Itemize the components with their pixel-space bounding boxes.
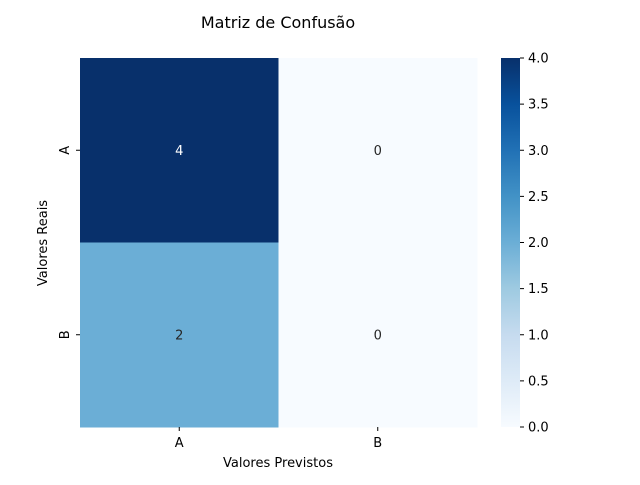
y-tick-label-B: B (58, 330, 73, 339)
colorbar-tick-label-1.5: 1.5 (528, 282, 549, 297)
colorbar-tick-label-0.5: 0.5 (528, 374, 549, 389)
colorbar-tick-label-1.0: 1.0 (528, 328, 549, 343)
colorbar: 0.0 0.5 1.0 1.5 2.0 2.5 3.0 3.5 4.0 (501, 52, 549, 436)
chart-title: Matriz de Confusão (201, 13, 355, 32)
cell-value-A-B: 0 (374, 144, 382, 159)
colorbar-tick-label-4.0: 4.0 (528, 52, 549, 67)
heatmap-cell-A-A (80, 58, 279, 243)
colorbar-tick-label-2.5: 2.5 (528, 190, 549, 205)
heatmap-cell-B-B (278, 242, 478, 428)
heatmap-cells (80, 58, 478, 428)
heatmap-annotations: 4 0 2 0 (175, 144, 382, 344)
colorbar-gradient (501, 58, 520, 427)
heatmap-cell-A-B (278, 58, 478, 243)
x-tick-label-A: A (175, 436, 184, 451)
cell-value-A-A: 4 (175, 144, 183, 159)
colorbar-tick-label-0.0: 0.0 (528, 421, 549, 436)
heatmap-cell-B-A (80, 242, 279, 428)
colorbar-tick-label-2.0: 2.0 (528, 236, 549, 251)
y-tick-label-A: A (58, 146, 73, 155)
colorbar-tick-label-3.0: 3.0 (528, 144, 549, 159)
colorbar-tick-label-3.5: 3.5 (528, 98, 549, 113)
x-axis-label: Valores Previstos (223, 456, 333, 471)
y-axis: AB (58, 146, 80, 339)
y-axis-label: Valores Reais (36, 200, 51, 286)
colorbar-ticks: 0.0 0.5 1.0 1.5 2.0 2.5 3.0 3.5 4.0 (520, 52, 549, 436)
cell-value-B-B: 0 (374, 328, 382, 343)
x-tick-label-B: B (373, 436, 382, 451)
cell-value-B-A: 2 (175, 328, 183, 343)
